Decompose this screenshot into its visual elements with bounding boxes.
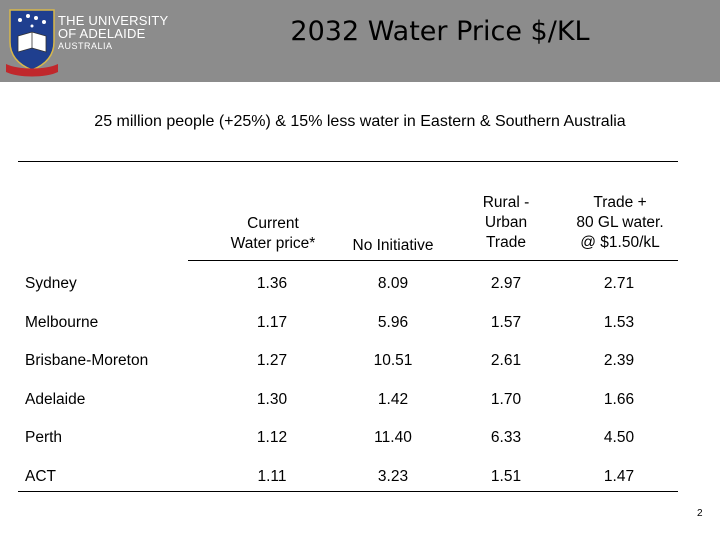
value-trade-plus: 2.71 bbox=[603, 275, 635, 292]
value-current: 1.30 bbox=[256, 391, 288, 408]
value-no-initiative: 5.96 bbox=[377, 314, 409, 331]
column-header-rural-urban-line1: Rural - bbox=[482, 194, 530, 211]
value-trade-plus: 1.47 bbox=[603, 468, 635, 485]
university-name-line3: AUSTRALIA bbox=[58, 41, 113, 51]
table-header-rule bbox=[188, 260, 678, 261]
column-header-no-initiative-line1: No Initiative bbox=[352, 237, 434, 254]
value-no-initiative: 3.23 bbox=[377, 468, 409, 485]
city-name: Brisbane-Moreton bbox=[25, 352, 149, 369]
value-no-initiative: 10.51 bbox=[373, 352, 413, 369]
value-trade-plus: 1.53 bbox=[603, 314, 635, 331]
table-bottom-rule bbox=[18, 491, 678, 492]
university-crest-icon bbox=[6, 9, 58, 77]
value-no-initiative: 1.42 bbox=[377, 391, 409, 408]
university-name: THE UNIVERSITY OF ADELAIDE AUSTRALIA bbox=[58, 14, 168, 53]
table-row: Brisbane-Moreton 1.27 10.51 2.61 2.39 bbox=[0, 352, 720, 376]
city-name: Melbourne bbox=[25, 314, 99, 331]
table-row: Melbourne 1.17 5.96 1.57 1.53 bbox=[0, 314, 720, 338]
page-number: 2 bbox=[697, 508, 703, 519]
value-rural-urban: 6.33 bbox=[490, 429, 522, 446]
value-trade-plus: 1.66 bbox=[603, 391, 635, 408]
column-header-current-line1: Current bbox=[247, 215, 299, 232]
value-current: 1.11 bbox=[257, 468, 287, 485]
value-current: 1.12 bbox=[256, 429, 288, 446]
city-name: Sydney bbox=[25, 275, 77, 292]
value-rural-urban: 1.70 bbox=[490, 391, 522, 408]
table-row: Perth 1.12 11.40 6.33 4.50 bbox=[0, 429, 720, 453]
value-current: 1.27 bbox=[256, 352, 288, 369]
column-header-trade-plus: Trade + 80 GL water. @ $1.50/kL bbox=[560, 193, 680, 253]
column-header-trade-plus-line3: @ $1.50/kL bbox=[580, 234, 660, 251]
column-header-no-initiative: No Initiative bbox=[336, 236, 450, 256]
slide-subtitle: 25 million people (+25%) & 15% less wate… bbox=[94, 113, 626, 130]
column-header-trade-plus-line1: Trade + bbox=[593, 194, 647, 211]
university-name-line1: THE UNIVERSITY bbox=[58, 13, 169, 28]
table-row: Sydney 1.36 8.09 2.97 2.71 bbox=[0, 275, 720, 299]
value-current: 1.36 bbox=[256, 275, 288, 292]
table-row: Adelaide 1.30 1.42 1.70 1.66 bbox=[0, 391, 720, 415]
column-header-rural-urban-line2: Urban bbox=[484, 214, 528, 231]
value-no-initiative: 8.09 bbox=[377, 275, 409, 292]
table-top-rule bbox=[18, 161, 678, 162]
slide-header: THE UNIVERSITY OF ADELAIDE AUSTRALIA 203… bbox=[0, 0, 720, 82]
value-rural-urban: 1.57 bbox=[490, 314, 522, 331]
university-name-line2: OF ADELAIDE bbox=[58, 26, 146, 41]
slide-title: 2032 Water Price $/KL bbox=[290, 16, 590, 47]
city-name: Adelaide bbox=[25, 391, 86, 408]
value-rural-urban: 1.51 bbox=[490, 468, 522, 485]
column-header-rural-urban: Rural - Urban Trade bbox=[460, 193, 552, 253]
column-header-trade-plus-line2: 80 GL water. bbox=[576, 214, 664, 231]
value-trade-plus: 2.39 bbox=[603, 352, 635, 369]
value-rural-urban: 2.61 bbox=[490, 352, 522, 369]
city-name: Perth bbox=[25, 429, 63, 446]
value-current: 1.17 bbox=[256, 314, 288, 331]
value-trade-plus: 4.50 bbox=[603, 429, 635, 446]
column-header-current: Current Water price* bbox=[218, 214, 328, 254]
value-no-initiative: 11.40 bbox=[374, 429, 412, 446]
column-header-current-line2: Water price* bbox=[230, 235, 316, 252]
value-rural-urban: 2.97 bbox=[490, 275, 522, 292]
table-row: ACT 1.11 3.23 1.51 1.47 bbox=[0, 468, 720, 492]
city-name: ACT bbox=[25, 468, 56, 485]
column-header-rural-urban-line3: Trade bbox=[486, 234, 526, 251]
